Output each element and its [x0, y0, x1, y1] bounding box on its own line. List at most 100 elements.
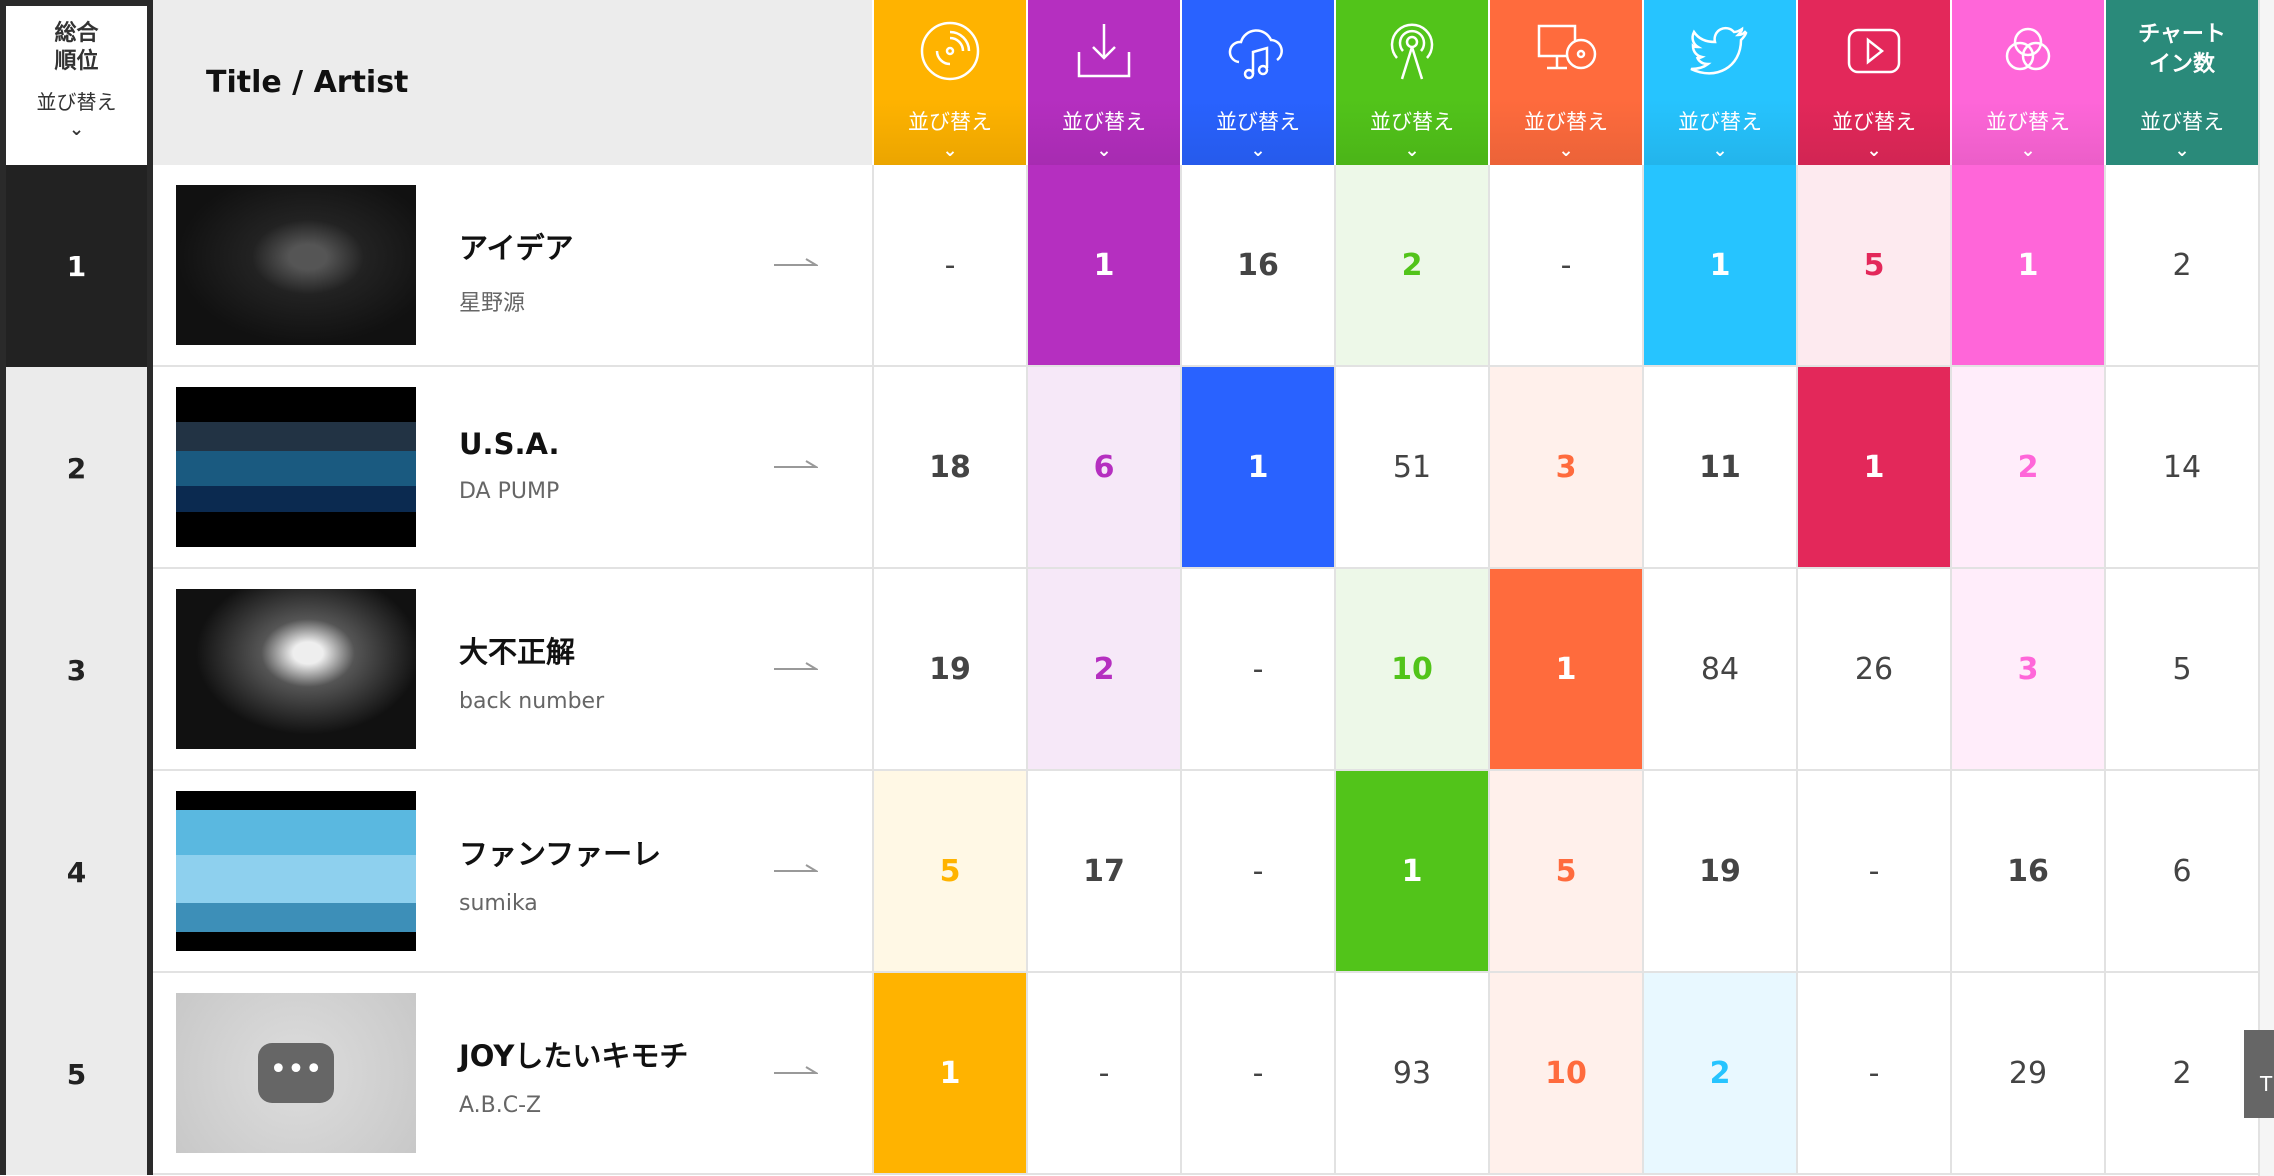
sort-label: 並び替え — [1678, 110, 1762, 134]
overall-rank: 5 — [0, 973, 153, 1175]
rank-cell-radio: 10 — [1334, 569, 1488, 769]
sort-label: 並び替え — [1216, 110, 1300, 134]
song-title[interactable]: 大不正解 — [459, 635, 576, 669]
chevron-down-icon: ⌄ — [1250, 140, 1266, 161]
rank-cell-radio: 1 — [1334, 771, 1488, 971]
rank-cell-youtube: 5 — [1796, 165, 1950, 365]
rank-cell-streaming: - — [1180, 569, 1334, 769]
sort-column-youtube[interactable]: 並び替え ⌄ — [1796, 0, 1950, 165]
rank-cell-youtube: 1 — [1796, 367, 1950, 567]
overall-rank: 4 — [0, 771, 153, 973]
title-artist-label: Title / Artist — [206, 65, 409, 100]
rank-cell-chart_in: 5 — [2104, 569, 2258, 769]
song-title[interactable]: ファンファーレ — [459, 837, 662, 871]
rank-cell-cd: 19 — [872, 569, 1026, 769]
chevron-down-icon: ⌄ — [2020, 140, 2036, 161]
trend-arrow-icon — [774, 258, 818, 266]
rank-header-label: 総合 順位 — [54, 21, 99, 74]
rank-cell-cd: 18 — [872, 367, 1026, 567]
rank-cell-pc: 1 — [1488, 569, 1642, 769]
video-thumbnail[interactable] — [176, 185, 416, 345]
chevron-down-icon: ⌄ — [68, 119, 85, 140]
sort-label: 並び替え — [1370, 110, 1454, 134]
sort-column-gyao[interactable]: 並び替え ⌄ — [1950, 0, 2104, 165]
rank-header[interactable]: 総合 順位 並び替え ⌄ — [0, 0, 153, 165]
table-row[interactable]: 1 アイデア 星野源 -1 16 2-1 5 1 2 — [0, 165, 2258, 367]
sort-column-radio[interactable]: 並び替え ⌄ — [1334, 0, 1488, 165]
rank-cell-streaming: - — [1180, 973, 1334, 1173]
artist-name[interactable]: 星野源 — [459, 291, 526, 316]
trend-arrow-icon — [774, 864, 818, 872]
rank-cell-twitter: 19 — [1642, 771, 1796, 971]
chevron-down-icon: ⌄ — [1096, 140, 1112, 161]
rank-cell-download: - — [1026, 973, 1180, 1173]
placeholder-video-icon: ••• — [258, 1043, 334, 1103]
table-row[interactable]: 5 ••• JOYしたいキモチ A.B.C-Z 1- -93 10 2-29 2 — [0, 973, 2258, 1175]
song-title[interactable]: アイデア — [459, 231, 574, 265]
artist-name[interactable]: back number — [459, 689, 605, 714]
rank-cell-streaming: 16 — [1180, 165, 1334, 365]
download-icon — [1077, 24, 1131, 78]
pc-cd-icon — [1537, 24, 1597, 70]
rank-cell-download: 1 — [1026, 165, 1180, 365]
table-row[interactable]: 3 大不正解 back number 19 2-10 1 84 26 3 5 — [0, 569, 2258, 771]
table-row[interactable]: 4 ファンファーレ sumika 5 17-1 5 19-16 6 — [0, 771, 2258, 973]
overall-rank: 2 — [0, 367, 153, 569]
artist-name[interactable]: DA PUMP — [459, 479, 560, 504]
trend-arrow-icon — [774, 662, 818, 670]
side-tab[interactable]: T — [2244, 1030, 2274, 1118]
video-thumbnail[interactable] — [176, 791, 416, 951]
twitter-icon — [1690, 26, 1748, 75]
cd-icon — [920, 21, 980, 81]
table-row[interactable]: 2 U.S.A. DA PUMP 18 6 1 51 3 11 1 2 14 — [0, 367, 2258, 569]
rank-cell-download: 2 — [1026, 569, 1180, 769]
video-thumbnail[interactable]: ••• — [176, 993, 416, 1153]
rank-cell-youtube: - — [1796, 973, 1950, 1173]
rank-cell-youtube: - — [1796, 771, 1950, 971]
rank-cell-radio: 51 — [1334, 367, 1488, 567]
rank-cell-pc: 3 — [1488, 367, 1642, 567]
artist-name[interactable]: A.B.C-Z — [459, 1093, 542, 1118]
sort-column-twitter[interactable]: 並び替え ⌄ — [1642, 0, 1796, 165]
sort-column-streaming[interactable]: 並び替え ⌄ — [1180, 0, 1334, 165]
song-title[interactable]: JOYしたいキモチ — [459, 1039, 689, 1073]
chevron-down-icon: ⌄ — [1712, 140, 1728, 161]
chevron-down-icon: ⌄ — [2174, 140, 2190, 161]
sort-label: 並び替え — [1524, 110, 1608, 134]
chevron-down-icon: ⌄ — [942, 140, 958, 161]
sort-column-pc[interactable]: 並び替え ⌄ — [1488, 0, 1642, 165]
rank-cell-pc: - — [1488, 165, 1642, 365]
rank-cell-twitter: 11 — [1642, 367, 1796, 567]
sort-column-download[interactable]: 並び替え ⌄ — [1026, 0, 1180, 165]
chevron-down-icon: ⌄ — [1404, 140, 1420, 161]
rank-cell-gyao: 1 — [1950, 165, 2104, 365]
rank-cell-chart_in: 14 — [2104, 367, 2258, 567]
sort-column-chart_in[interactable]: チャート イン数並び替え ⌄ — [2104, 0, 2258, 165]
video-thumbnail[interactable] — [176, 387, 416, 547]
rank-cell-cd: 1 — [872, 973, 1026, 1173]
scrollbar-track[interactable] — [2258, 0, 2274, 1176]
video-thumbnail[interactable] — [176, 589, 416, 749]
rank-cell-gyao: 29 — [1950, 973, 2104, 1173]
rank-cell-download: 17 — [1026, 771, 1180, 971]
song-title[interactable]: U.S.A. — [459, 427, 560, 461]
rank-cell-radio: 93 — [1334, 973, 1488, 1173]
sort-label: 並び替え — [908, 110, 992, 134]
youtube-icon — [1847, 28, 1901, 74]
rank-cell-gyao: 2 — [1950, 367, 2104, 567]
sort-label: 並び替え — [1986, 110, 2070, 134]
cloud-music-icon — [1228, 29, 1283, 80]
rank-cell-cd: 5 — [872, 771, 1026, 971]
artist-name[interactable]: sumika — [459, 891, 538, 916]
rank-cell-gyao: 16 — [1950, 771, 2104, 971]
title-artist-header: Title / Artist — [153, 0, 872, 165]
rank-cell-chart_in: 2 — [2104, 165, 2258, 365]
rank-cell-streaming: - — [1180, 771, 1334, 971]
overall-rank: 1 — [0, 165, 153, 367]
chart-in-label: チャート イン数 — [2138, 22, 2226, 77]
rank-cell-chart_in: 6 — [2104, 771, 2258, 971]
sort-label: 並び替え — [36, 90, 117, 114]
sort-label: 並び替え — [2140, 110, 2224, 134]
sort-column-cd[interactable]: 並び替え ⌄ — [872, 0, 1026, 165]
sort-label: 並び替え — [1832, 110, 1916, 134]
